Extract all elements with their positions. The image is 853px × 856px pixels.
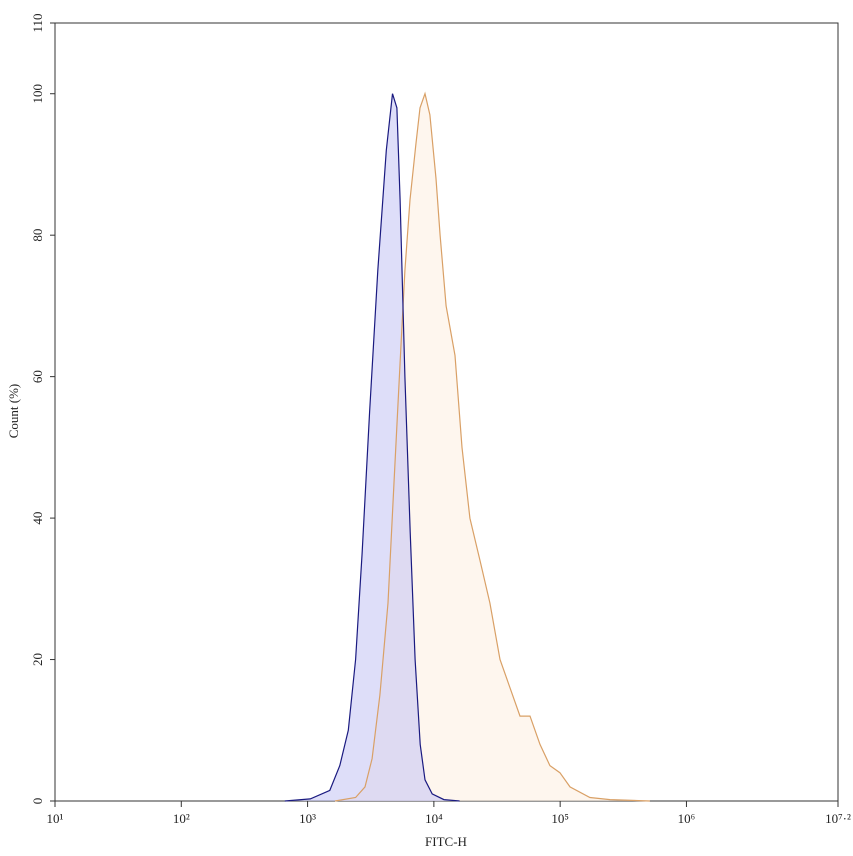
area-line xyxy=(334,91,650,802)
y-tick-label: 60 xyxy=(30,370,45,383)
x-axis-label: FITC-H xyxy=(425,834,467,849)
area-fill xyxy=(284,93,460,801)
x-tick-label: 10⁵ xyxy=(551,811,569,826)
y-tick-label: 40 xyxy=(30,512,45,525)
x-tick-label: 10¹ xyxy=(47,811,64,826)
y-axis-label: Count (%) xyxy=(6,384,21,439)
x-tick-label: 10³ xyxy=(299,811,316,826)
x-tick-label: 10² xyxy=(173,811,190,826)
area-line xyxy=(284,93,460,802)
y-tick-label: 110 xyxy=(30,13,45,32)
x-tick-label: 10⁷·² xyxy=(825,811,851,826)
y-tick-label: 20 xyxy=(30,653,45,666)
y-tick-label: 100 xyxy=(30,84,45,104)
x-tick-label: 10⁶ xyxy=(678,811,696,826)
y-tick-label: 80 xyxy=(30,229,45,242)
y-tick-label: 0 xyxy=(30,798,45,805)
x-tick-label: 10⁴ xyxy=(425,811,443,826)
